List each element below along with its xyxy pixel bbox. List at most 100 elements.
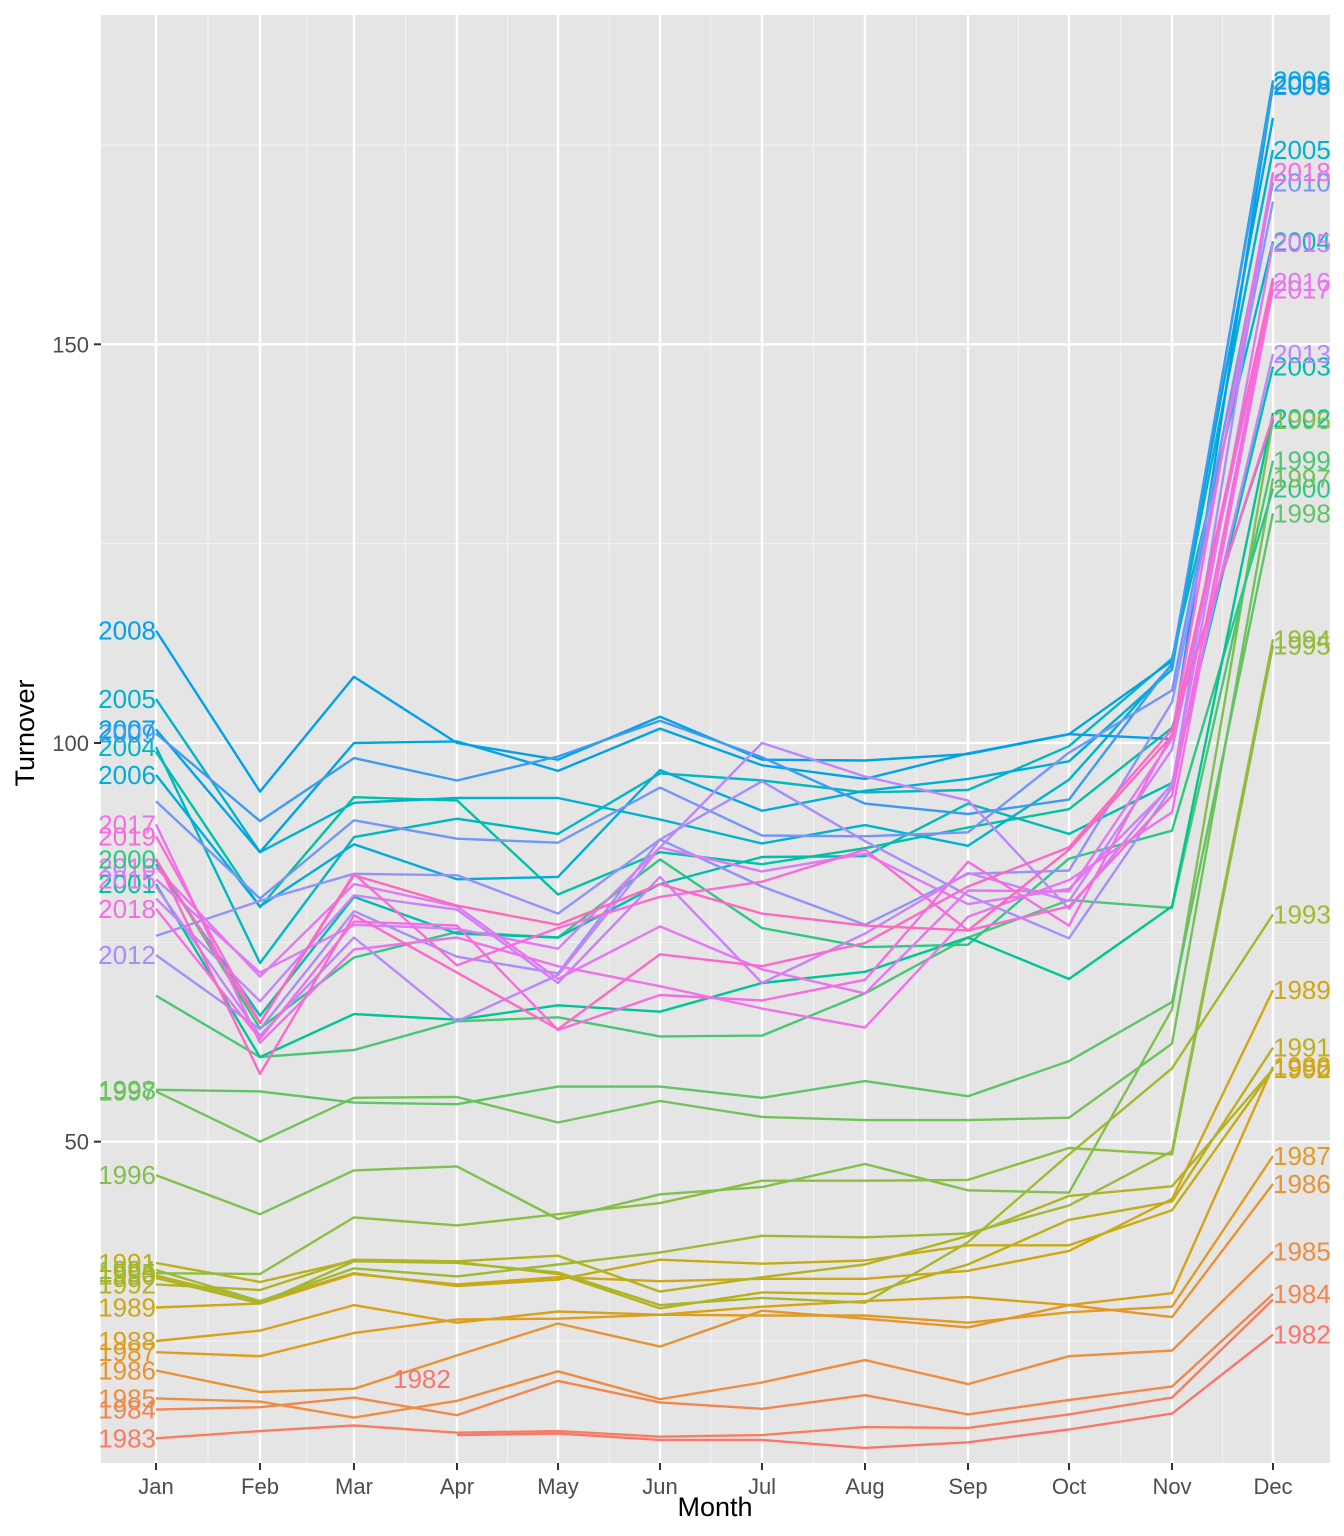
line-start-label-1995: 1995 bbox=[98, 1258, 156, 1288]
line-start-label-2019: 2019 bbox=[98, 821, 156, 851]
series-line-2020 bbox=[154, 415, 1275, 1076]
x-tick-label: Jan bbox=[138, 1474, 173, 1499]
line-end-label-1991: 1991 bbox=[1273, 1033, 1331, 1063]
x-tick-label: May bbox=[537, 1474, 579, 1499]
series-line-2005 bbox=[155, 149, 1275, 854]
line-end-label-2008: 2008 bbox=[1273, 70, 1331, 100]
line-end-label-2009: 2009 bbox=[1273, 71, 1331, 101]
x-tick-label: Dec bbox=[1253, 1474, 1292, 1499]
series-line-2009 bbox=[155, 85, 1275, 823]
line-end-label-1993: 1993 bbox=[1273, 899, 1331, 929]
y-tick-label: 50 bbox=[65, 1130, 89, 1155]
line-start-label-2001: 2001 bbox=[98, 869, 156, 899]
line-end-label-1988: 1988 bbox=[1273, 1052, 1331, 1082]
x-tick-label: Sep bbox=[948, 1474, 987, 1499]
x-tick-label: Feb bbox=[241, 1474, 279, 1499]
x-tick-label: Jun bbox=[642, 1474, 677, 1499]
line-start-label-2017: 2017 bbox=[98, 809, 156, 839]
line-end-label-1996: 1996 bbox=[1273, 405, 1331, 435]
line-start-label-1983: 1983 bbox=[98, 1423, 156, 1453]
line-start-label-2009: 2009 bbox=[98, 718, 156, 748]
series-line-2004 bbox=[154, 241, 1275, 965]
series-line-1993 bbox=[155, 913, 1275, 1307]
line-end-label-1994: 1994 bbox=[1273, 624, 1331, 654]
line-start-label-2005: 2005 bbox=[98, 684, 156, 714]
series-line-2021 bbox=[154, 277, 1275, 1025]
minor-gridlines bbox=[101, 15, 1330, 1463]
line-start-label-2006: 2006 bbox=[98, 760, 156, 790]
series-line-2000 bbox=[154, 488, 1275, 1030]
line-end-label-2013: 2013 bbox=[1273, 339, 1331, 369]
line-end-label-2016: 2016 bbox=[1273, 267, 1331, 297]
line-end-label-2015: 2015 bbox=[1273, 228, 1331, 258]
line-start-label-1994: 1994 bbox=[98, 1255, 156, 1285]
line-start-label-1988: 1988 bbox=[98, 1326, 156, 1356]
line-end-label-1997: 1997 bbox=[1273, 463, 1331, 493]
line-end-label-1990: 1990 bbox=[1273, 1054, 1331, 1084]
line-end-label-2006: 2006 bbox=[1273, 65, 1331, 95]
x-tick-label: Oct bbox=[1052, 1474, 1086, 1499]
line-start-label-2018: 2018 bbox=[98, 894, 156, 924]
line-end-label-1998: 1998 bbox=[1273, 498, 1331, 528]
line-end-label-2017: 2017 bbox=[1273, 274, 1331, 304]
line-start-label-1984: 1984 bbox=[98, 1395, 156, 1425]
line-start-label-2008: 2008 bbox=[98, 616, 156, 646]
series-line-1992 bbox=[155, 1068, 1274, 1293]
x-axis-title: Month bbox=[677, 1492, 752, 1522]
line-start-label-1997: 1997 bbox=[98, 1076, 156, 1106]
line-end-label-2003: 2003 bbox=[1273, 352, 1331, 382]
line-start-label-2000: 2000 bbox=[98, 844, 156, 874]
x-tick-label: Aug bbox=[845, 1474, 884, 1499]
series-line-1990 bbox=[155, 1068, 1274, 1303]
annotations: 1982 bbox=[393, 1364, 451, 1394]
line-start-label-1989: 1989 bbox=[98, 1293, 156, 1323]
series-line-2007 bbox=[155, 117, 1275, 854]
series-line-2014 bbox=[155, 281, 1275, 1003]
series-line-1996 bbox=[155, 419, 1275, 1221]
series-line-2011 bbox=[155, 201, 1275, 938]
line-end-label-2018: 2018 bbox=[1273, 157, 1331, 187]
series-line-1985 bbox=[155, 1250, 1274, 1419]
x-tick-label: Nov bbox=[1152, 1474, 1191, 1499]
series-line-1987 bbox=[155, 1155, 1274, 1358]
y-axis-title: Turnover bbox=[10, 679, 40, 786]
line-end-label-2010: 2010 bbox=[1273, 167, 1331, 197]
line-end-label-1999: 1999 bbox=[1273, 446, 1331, 476]
line-start-label-2007: 2007 bbox=[98, 714, 156, 744]
series-line-2003 bbox=[155, 366, 1275, 1017]
line-end-label-1985: 1985 bbox=[1273, 1237, 1331, 1267]
x-tick-label: Jul bbox=[748, 1474, 776, 1499]
line-start-label-1990: 1990 bbox=[98, 1261, 156, 1291]
series-line-1988 bbox=[155, 1066, 1275, 1343]
line-start-label-1996: 1996 bbox=[98, 1160, 156, 1190]
line-start-label-1992: 1992 bbox=[98, 1269, 156, 1299]
y-tick-label: 150 bbox=[52, 332, 89, 357]
series-line-1998 bbox=[155, 513, 1275, 1106]
line-start-label-1991: 1991 bbox=[98, 1248, 156, 1278]
x-tick-label: Mar bbox=[335, 1474, 373, 1499]
line-end-label-2005: 2005 bbox=[1273, 135, 1331, 165]
line-end-label-1992: 1992 bbox=[1273, 1054, 1331, 1084]
line-start-label-1985: 1985 bbox=[98, 1383, 156, 1413]
y-tick-label: 100 bbox=[52, 731, 89, 756]
series-line-2012 bbox=[155, 174, 1275, 1031]
series-line-1983 bbox=[155, 1298, 1274, 1440]
line-end-label-1989: 1989 bbox=[1273, 975, 1331, 1005]
line-end-label-1984: 1984 bbox=[1273, 1279, 1331, 1309]
series-line-1999 bbox=[155, 460, 1275, 1059]
annotation-label: 1982 bbox=[393, 1364, 451, 1394]
major-gridlines bbox=[101, 15, 1330, 1463]
series-line-2015 bbox=[155, 242, 1275, 974]
line-start-label-2016: 2016 bbox=[98, 852, 156, 882]
series-line-1997 bbox=[155, 478, 1275, 1143]
line-start-label-1987: 1987 bbox=[98, 1337, 156, 1367]
line-end-label-1986: 1986 bbox=[1273, 1169, 1331, 1199]
line-end-label-2004: 2004 bbox=[1273, 226, 1331, 256]
series-line-1994 bbox=[155, 639, 1275, 1303]
x-axis: Jan Feb Mar Apr May Jun Jul Aug Sep Oct Nov Dec bbox=[138, 1463, 1293, 1499]
line-end-label-1987: 1987 bbox=[1273, 1141, 1331, 1171]
line-start-label-2004: 2004 bbox=[98, 732, 156, 762]
